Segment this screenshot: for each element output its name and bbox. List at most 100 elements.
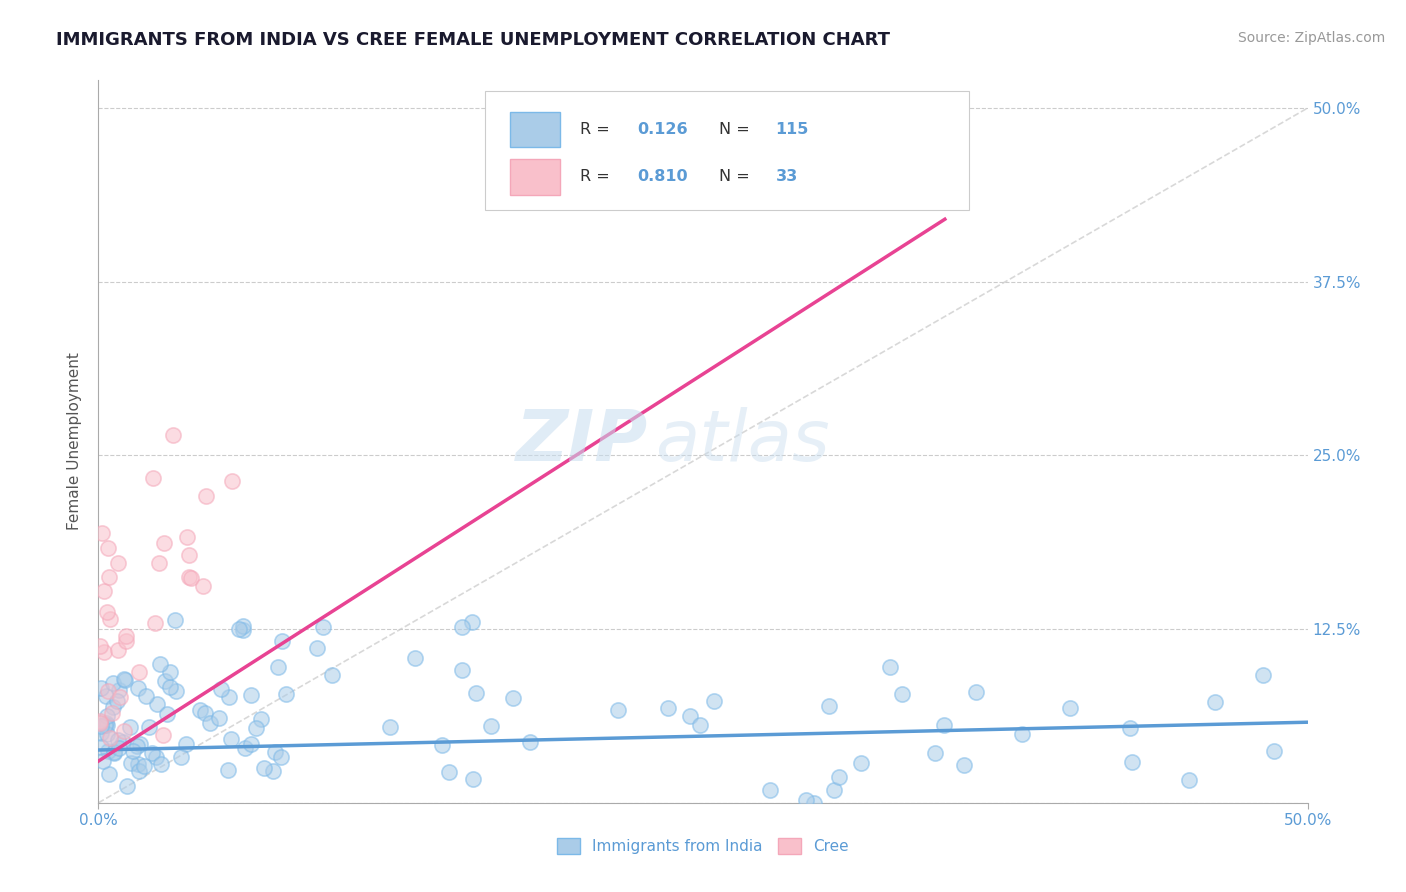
Point	[114, 673, 136, 688]
Point	[437, 765, 460, 780]
Point	[1251, 668, 1274, 682]
Point	[97, 743, 120, 757]
Point	[264, 745, 287, 759]
Point	[127, 681, 149, 696]
Point	[94, 717, 117, 731]
Point	[97, 767, 120, 781]
Point	[464, 686, 486, 700]
Point	[276, 687, 298, 701]
Point	[177, 548, 200, 562]
Point	[312, 620, 335, 634]
Point	[96, 727, 118, 741]
Point	[451, 663, 474, 677]
Point	[218, 690, 240, 704]
Point	[209, 681, 232, 696]
Point	[307, 640, 329, 655]
Point	[96, 708, 118, 723]
Point	[159, 665, 181, 680]
Point	[128, 737, 150, 751]
Point	[152, 728, 174, 742]
Point	[208, 710, 231, 724]
Text: N =: N =	[718, 169, 755, 185]
Point	[103, 676, 125, 690]
Point	[794, 793, 817, 807]
Point	[828, 770, 851, 784]
Point	[94, 690, 117, 704]
Point	[321, 667, 343, 681]
Point	[135, 690, 157, 704]
Point	[155, 674, 177, 689]
Point	[150, 757, 173, 772]
Point	[965, 685, 987, 699]
Point	[107, 643, 129, 657]
Point	[270, 750, 292, 764]
Point	[127, 739, 149, 753]
Point	[849, 756, 872, 771]
Legend: Immigrants from India, Cree: Immigrants from India, Cree	[551, 832, 855, 860]
Point	[177, 570, 200, 584]
Point	[174, 737, 197, 751]
Point	[128, 665, 150, 679]
Point	[463, 772, 485, 787]
Point	[460, 615, 482, 629]
Point	[127, 757, 149, 772]
FancyBboxPatch shape	[509, 112, 561, 147]
Point	[232, 624, 254, 638]
Point	[233, 740, 256, 755]
Point	[953, 758, 976, 772]
Point	[118, 720, 141, 734]
Point	[250, 712, 273, 726]
Point	[890, 687, 912, 701]
Point	[1263, 744, 1285, 758]
Point	[112, 735, 135, 749]
Point	[91, 526, 114, 541]
Point	[689, 718, 711, 732]
Text: ZIP: ZIP	[516, 407, 648, 476]
Point	[107, 732, 129, 747]
Point	[93, 645, 115, 659]
Text: Source: ZipAtlas.com: Source: ZipAtlas.com	[1237, 31, 1385, 45]
Point	[145, 750, 167, 764]
Point	[143, 616, 166, 631]
Point	[156, 706, 179, 721]
Point	[90, 726, 112, 740]
Point	[89, 639, 111, 653]
Point	[217, 763, 239, 777]
Point	[239, 689, 262, 703]
Point	[112, 723, 135, 738]
Point	[128, 764, 150, 779]
Point	[103, 745, 125, 759]
Point	[107, 741, 129, 756]
Point	[141, 471, 163, 485]
Point	[221, 474, 243, 488]
Point	[703, 694, 725, 708]
Point	[803, 796, 825, 810]
Point	[89, 714, 111, 729]
Point	[479, 719, 502, 733]
Point	[194, 706, 217, 721]
Point	[1204, 695, 1226, 709]
Y-axis label: Female Unemployment: Female Unemployment	[67, 352, 83, 531]
Point	[107, 556, 129, 570]
Point	[91, 754, 114, 768]
Point	[508, 808, 530, 822]
Point	[1178, 772, 1201, 787]
Point	[103, 747, 125, 761]
Point	[120, 756, 142, 771]
Point	[138, 720, 160, 734]
Point	[149, 657, 172, 672]
Point	[404, 650, 426, 665]
FancyBboxPatch shape	[485, 91, 969, 211]
Point	[657, 701, 679, 715]
Point	[105, 694, 128, 708]
Text: 0.810: 0.810	[638, 169, 689, 185]
Point	[165, 684, 187, 698]
Point	[141, 746, 163, 760]
Point	[267, 659, 290, 673]
Point	[96, 718, 118, 732]
Point	[132, 759, 155, 773]
Point	[170, 750, 193, 764]
Point	[98, 611, 121, 625]
Point	[93, 583, 115, 598]
Text: 115: 115	[776, 122, 808, 137]
